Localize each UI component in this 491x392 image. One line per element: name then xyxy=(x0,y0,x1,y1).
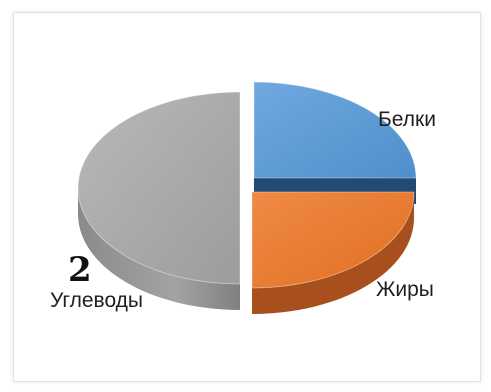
pie-slice-top-2 xyxy=(251,191,415,289)
pie-slice-side-2 xyxy=(252,192,414,314)
annotation-number: 2 xyxy=(68,250,92,290)
slice-label-1: Белки xyxy=(378,108,436,131)
pie-slice-top-3 xyxy=(77,91,241,285)
pie-slice-side-3 xyxy=(78,188,240,310)
pie-slice-top-1 xyxy=(253,81,417,179)
slice-label-2: Жиры xyxy=(376,278,434,301)
pie-slice-1 xyxy=(253,81,417,204)
slice-label-3: Углеводы xyxy=(50,289,143,312)
pie-slice-3 xyxy=(77,91,241,310)
pie-slice-2 xyxy=(251,191,415,314)
